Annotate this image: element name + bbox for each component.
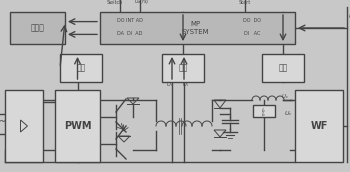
Bar	[162, 54, 204, 82]
Text: $U_s$: $U_s$	[348, 13, 350, 22]
Text: 调节器: 调节器	[30, 24, 44, 33]
Bar	[262, 54, 304, 82]
Text: ~: ~	[0, 117, 6, 126]
Text: $U_s$: $U_s$	[166, 80, 174, 89]
Text: $U_c$: $U_c$	[281, 93, 289, 101]
Text: DO  DO: DO DO	[243, 18, 261, 23]
Text: DA  DI  AD: DA DI AD	[117, 31, 143, 36]
Text: $U_i$: $U_i$	[182, 80, 190, 89]
Text: Start: Start	[239, 0, 251, 4]
Text: PWM: PWM	[64, 121, 91, 131]
Bar	[55, 90, 100, 162]
Text: 气阀: 气阀	[278, 63, 288, 73]
Text: $I_c$: $I_c$	[261, 106, 267, 115]
Text: MP
SYSTEM: MP SYSTEM	[181, 22, 209, 35]
Text: $U_c$: $U_c$	[284, 110, 293, 119]
Text: 处理: 处理	[178, 63, 188, 73]
Bar	[295, 90, 343, 162]
Bar	[10, 12, 65, 44]
Bar	[60, 54, 102, 82]
Text: WF: WF	[310, 121, 328, 131]
Bar	[253, 105, 275, 117]
Text: DO INT AD: DO INT AD	[117, 18, 143, 23]
Text: $U_a(fs)$: $U_a(fs)$	[134, 0, 150, 7]
Bar	[5, 90, 43, 162]
Text: DI   AC: DI AC	[244, 31, 260, 36]
Text: $I_c$: $I_c$	[261, 111, 267, 119]
Bar	[100, 12, 295, 44]
Text: Switch: Switch	[107, 0, 123, 4]
Text: 处理: 处理	[76, 63, 86, 73]
